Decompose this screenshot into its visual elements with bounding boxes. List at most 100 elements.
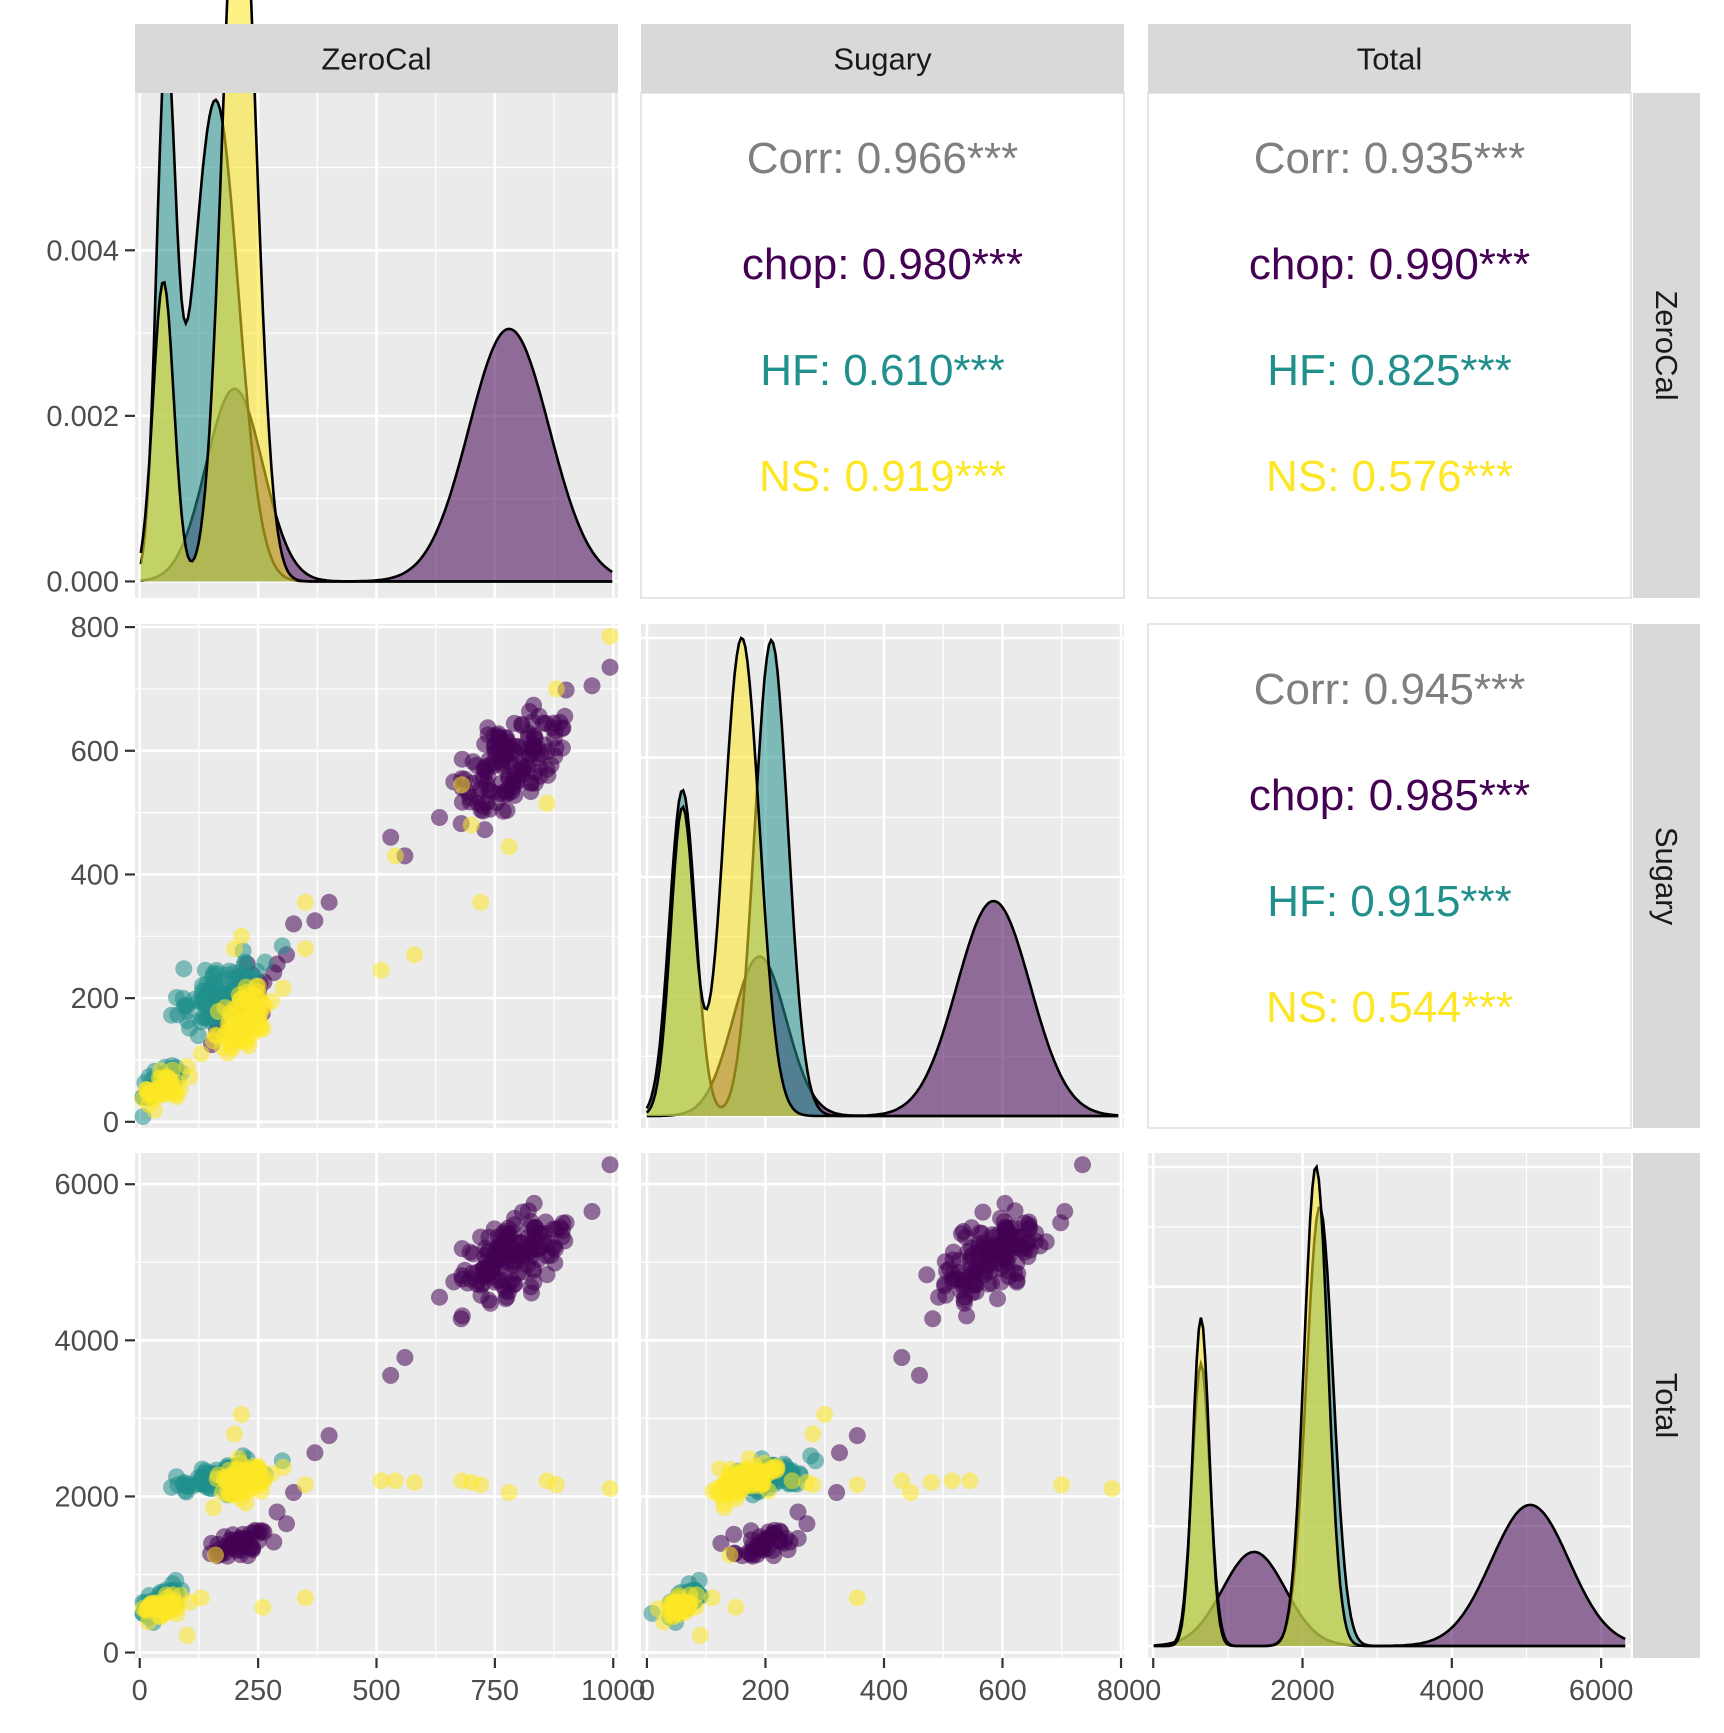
point-chop — [504, 774, 522, 792]
point-chop — [278, 1515, 295, 1533]
point-chop — [725, 1525, 743, 1543]
point-chop — [468, 756, 486, 774]
point-HF — [194, 1468, 212, 1486]
point-chop — [478, 775, 496, 793]
point-chop — [989, 1290, 1006, 1308]
point-chop — [974, 1203, 992, 1221]
correlation-label: NS: 0.919*** — [759, 452, 1006, 501]
point-chop — [924, 1310, 942, 1328]
point-NS — [207, 1546, 224, 1564]
point-NS — [405, 946, 423, 964]
point-chop — [983, 1274, 1000, 1292]
point-chop — [431, 809, 448, 826]
point-NS — [255, 1472, 273, 1490]
density-line-NS — [139, 0, 613, 583]
point-NS — [783, 1472, 801, 1490]
point-NS — [297, 940, 314, 958]
correlation-label: chop: 0.980*** — [742, 240, 1023, 289]
point-NS — [274, 979, 292, 997]
x-tick-label: 4000 — [1420, 1675, 1485, 1707]
panel-Sugary-Sugary — [641, 624, 1124, 1128]
x-tick-label: 1000 — [581, 1675, 646, 1707]
point-HF — [194, 1008, 212, 1026]
point-chop — [911, 1366, 928, 1384]
x-tick-label: 250 — [234, 1675, 282, 1707]
point-chop — [496, 1223, 514, 1240]
point-NS — [386, 847, 404, 865]
facet-label: ZeroCal — [1649, 290, 1684, 400]
x-tick-label: 6000 — [1569, 1675, 1634, 1707]
point-chop — [538, 1266, 556, 1284]
point-NS — [721, 1546, 739, 1564]
x-tick-label: 800 — [1097, 1675, 1145, 1707]
point-NS — [372, 961, 390, 979]
point-NS — [297, 1476, 314, 1494]
point-NS — [848, 1476, 866, 1494]
y-tick-label: 0 — [103, 1107, 119, 1139]
point-NS — [472, 893, 490, 911]
point-NS — [237, 1475, 255, 1493]
point-NS — [178, 1626, 196, 1644]
panel-Total-Total — [1148, 1153, 1631, 1658]
y-tick-label: 0.002 — [46, 401, 119, 433]
point-NS — [204, 1499, 222, 1517]
point-chop — [526, 774, 544, 792]
point-chop — [831, 1444, 848, 1462]
panel-Total-Sugary — [641, 1153, 1124, 1658]
point-chop — [601, 1156, 619, 1174]
x-tick-label: 200 — [741, 1675, 789, 1707]
point-NS — [150, 1085, 168, 1103]
y-tick-label: 6000 — [54, 1169, 119, 1201]
point-HF — [179, 1012, 197, 1030]
point-NS — [601, 627, 619, 645]
point-chop — [268, 1503, 286, 1521]
point-NS — [816, 1406, 834, 1423]
point-chop — [513, 762, 531, 780]
point-HF — [176, 1482, 194, 1500]
point-NS — [703, 1589, 721, 1607]
panel-Sugary-ZeroCal — [134, 624, 619, 1128]
point-NS — [225, 1425, 243, 1443]
facet-strip-right — [1633, 1153, 1700, 1658]
correlation-panel — [640, 92, 1125, 599]
point-HF — [807, 1452, 824, 1470]
y-tick-label: 0.000 — [46, 566, 119, 598]
point-NS — [249, 983, 266, 1001]
strip-layer: ZeroCal Sugary Total ZeroCal Sugary Total — [135, 24, 1700, 1658]
point-chop — [524, 744, 542, 762]
point-NS — [233, 927, 250, 945]
point-chop — [320, 893, 338, 911]
point-chop — [510, 737, 528, 755]
point-NS — [500, 1484, 518, 1501]
point-HF — [204, 984, 222, 1002]
point-chop — [848, 1427, 866, 1445]
point-chop — [479, 719, 497, 737]
point-NS — [943, 1472, 961, 1490]
y-tick-label: 2000 — [54, 1481, 119, 1513]
correlation-label: HF: 0.610*** — [760, 346, 1005, 395]
facet-strip-top — [135, 24, 618, 93]
point-NS — [237, 1014, 255, 1032]
point-chop — [535, 1233, 552, 1251]
point-chop — [601, 658, 619, 676]
point-chop — [556, 1232, 574, 1250]
point-chop — [749, 1538, 767, 1556]
point-NS — [297, 1589, 314, 1607]
panel-background — [641, 1153, 1124, 1658]
point-NS — [681, 1586, 699, 1604]
point-chop — [461, 789, 479, 807]
correlation-label: HF: 0.915*** — [1267, 877, 1512, 926]
point-chop — [453, 1267, 471, 1285]
tick-layer: 0.0000.0020.0040200400600800020004000600… — [46, 235, 1633, 1707]
point-HF — [248, 962, 266, 980]
point-NS — [405, 1473, 423, 1491]
density-area-chop — [1153, 1504, 1626, 1646]
correlation-label: HF: 0.825*** — [1267, 346, 1512, 395]
point-NS — [254, 1598, 272, 1616]
point-chop — [941, 1260, 958, 1278]
point-chop — [498, 801, 516, 819]
facet-label: Total — [1357, 42, 1422, 77]
point-chop — [500, 1274, 518, 1292]
point-chop — [476, 821, 494, 839]
point-NS — [225, 940, 243, 958]
